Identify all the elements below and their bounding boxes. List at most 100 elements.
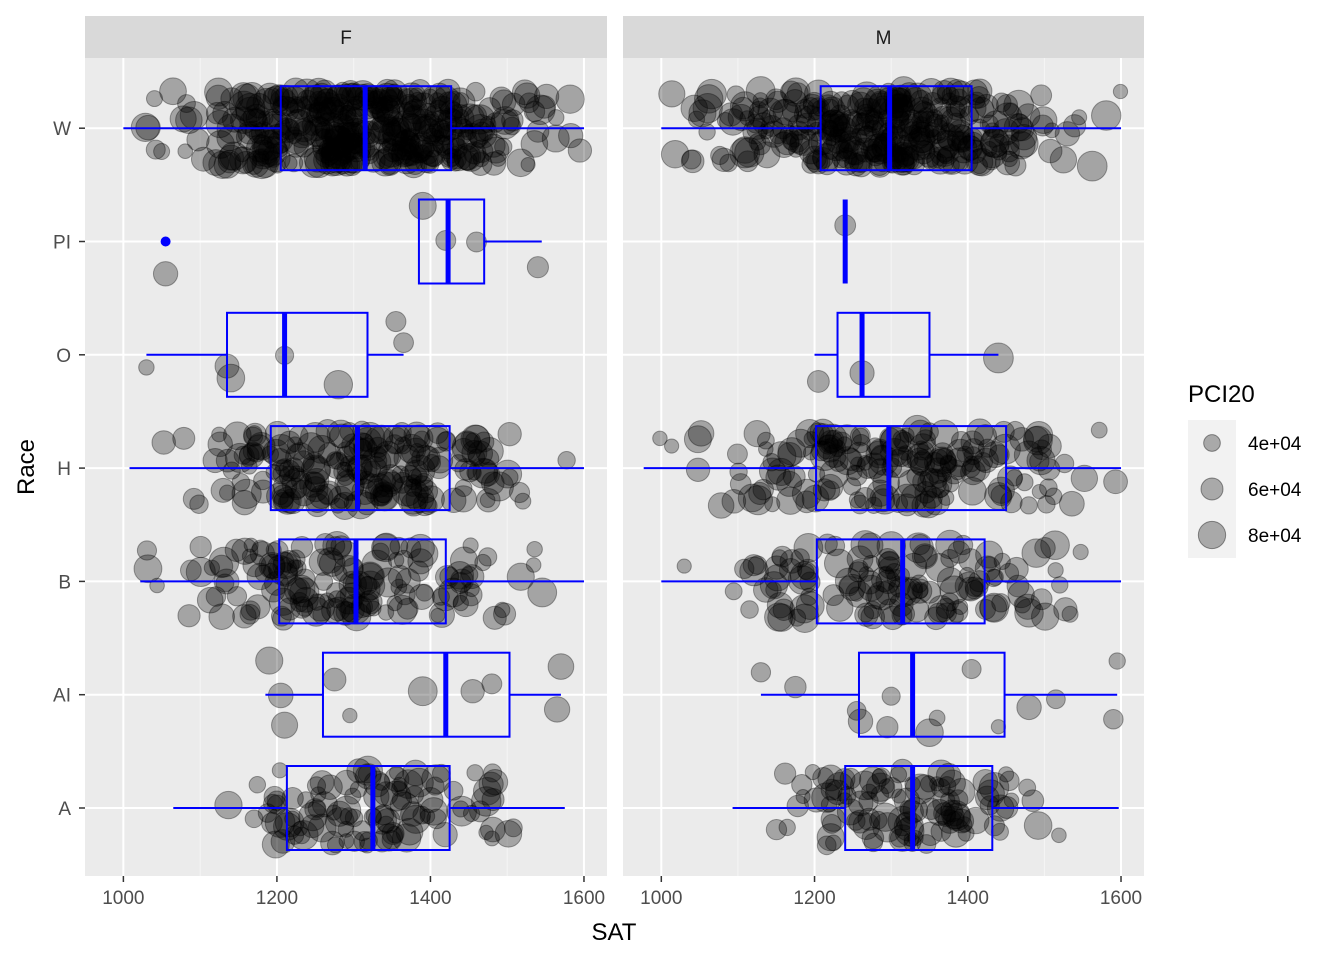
data-point xyxy=(309,484,334,510)
data-point xyxy=(324,125,347,148)
data-point xyxy=(437,107,463,132)
data-point xyxy=(514,492,532,510)
data-point xyxy=(408,560,430,582)
data-point xyxy=(429,118,450,139)
data-point xyxy=(952,534,974,556)
data-point xyxy=(251,121,275,146)
data-point xyxy=(370,101,390,120)
data-point xyxy=(409,131,437,159)
data-point xyxy=(387,594,418,625)
data-point xyxy=(398,87,424,113)
data-point xyxy=(476,487,501,513)
data-point xyxy=(384,434,405,455)
data-point xyxy=(172,426,196,450)
data-point xyxy=(308,96,337,125)
box-F-H xyxy=(129,425,584,512)
data-point xyxy=(307,799,326,818)
data-point xyxy=(211,426,227,443)
data-point xyxy=(445,144,473,172)
data-point xyxy=(506,562,535,591)
data-point xyxy=(765,818,788,841)
data-point xyxy=(358,576,378,595)
data-point xyxy=(282,457,305,480)
data-point xyxy=(185,556,216,588)
data-point xyxy=(481,673,503,695)
data-point xyxy=(865,145,884,163)
data-point xyxy=(417,786,444,813)
data-point xyxy=(325,135,356,166)
data-point xyxy=(414,472,434,492)
data-point xyxy=(395,148,412,165)
data-point xyxy=(526,540,543,558)
data-point xyxy=(1112,83,1129,100)
data-point xyxy=(414,479,439,504)
data-point xyxy=(740,600,759,619)
data-point xyxy=(203,559,221,576)
data-point xyxy=(377,138,407,168)
box-F-B xyxy=(140,538,584,625)
data-point xyxy=(255,646,284,675)
data-point xyxy=(936,144,967,175)
data-point xyxy=(391,144,422,175)
data-point xyxy=(332,132,361,162)
data-point xyxy=(373,489,390,507)
data-point xyxy=(865,107,883,126)
data-point xyxy=(838,575,860,597)
data-point xyxy=(151,430,176,455)
data-point xyxy=(217,144,244,171)
data-point xyxy=(386,825,404,844)
data-point xyxy=(957,135,983,161)
data-point xyxy=(941,92,958,109)
data-point xyxy=(377,122,407,152)
data-point xyxy=(414,113,446,145)
data-point xyxy=(407,548,434,575)
data-point xyxy=(389,791,420,822)
data-point xyxy=(396,93,423,121)
data-point xyxy=(387,110,404,127)
data-point xyxy=(310,128,333,150)
data-point xyxy=(982,125,1005,148)
data-point xyxy=(375,471,397,493)
legend: PCI20 4e+04 6e+04 8e+04 xyxy=(1188,381,1302,558)
data-point xyxy=(518,92,540,114)
data-point xyxy=(320,121,347,148)
data-point xyxy=(404,767,434,798)
data-point xyxy=(481,133,506,158)
data-point xyxy=(393,549,414,570)
data-point xyxy=(878,556,902,580)
data-point xyxy=(331,565,348,582)
data-point xyxy=(234,146,250,163)
data-point xyxy=(295,598,314,617)
data-point xyxy=(416,142,439,165)
data-point xyxy=(300,454,332,485)
data-point xyxy=(376,104,400,128)
y-axis-title: Race xyxy=(13,439,40,495)
data-point xyxy=(316,547,344,574)
data-point xyxy=(1054,453,1075,474)
data-point xyxy=(676,558,692,574)
box-F-W xyxy=(123,85,584,172)
data-point xyxy=(339,104,357,122)
data-point xyxy=(248,125,267,144)
data-point xyxy=(400,537,422,559)
data-point xyxy=(293,120,319,146)
data-point xyxy=(420,140,447,167)
data-point xyxy=(324,84,355,116)
data-point xyxy=(204,77,234,107)
data-point xyxy=(483,471,514,502)
data-point xyxy=(284,153,304,173)
data-point xyxy=(393,769,424,799)
data-point xyxy=(261,129,281,149)
data-point xyxy=(963,131,984,153)
data-point xyxy=(333,493,350,509)
data-point xyxy=(306,776,327,796)
data-point xyxy=(1108,652,1126,670)
data-point xyxy=(245,594,271,620)
data-point xyxy=(226,586,248,607)
data-point xyxy=(411,92,437,119)
data-point xyxy=(981,110,1010,139)
data-point xyxy=(481,768,509,796)
data-point xyxy=(306,107,322,124)
data-point xyxy=(459,460,481,483)
data-point xyxy=(307,434,337,464)
